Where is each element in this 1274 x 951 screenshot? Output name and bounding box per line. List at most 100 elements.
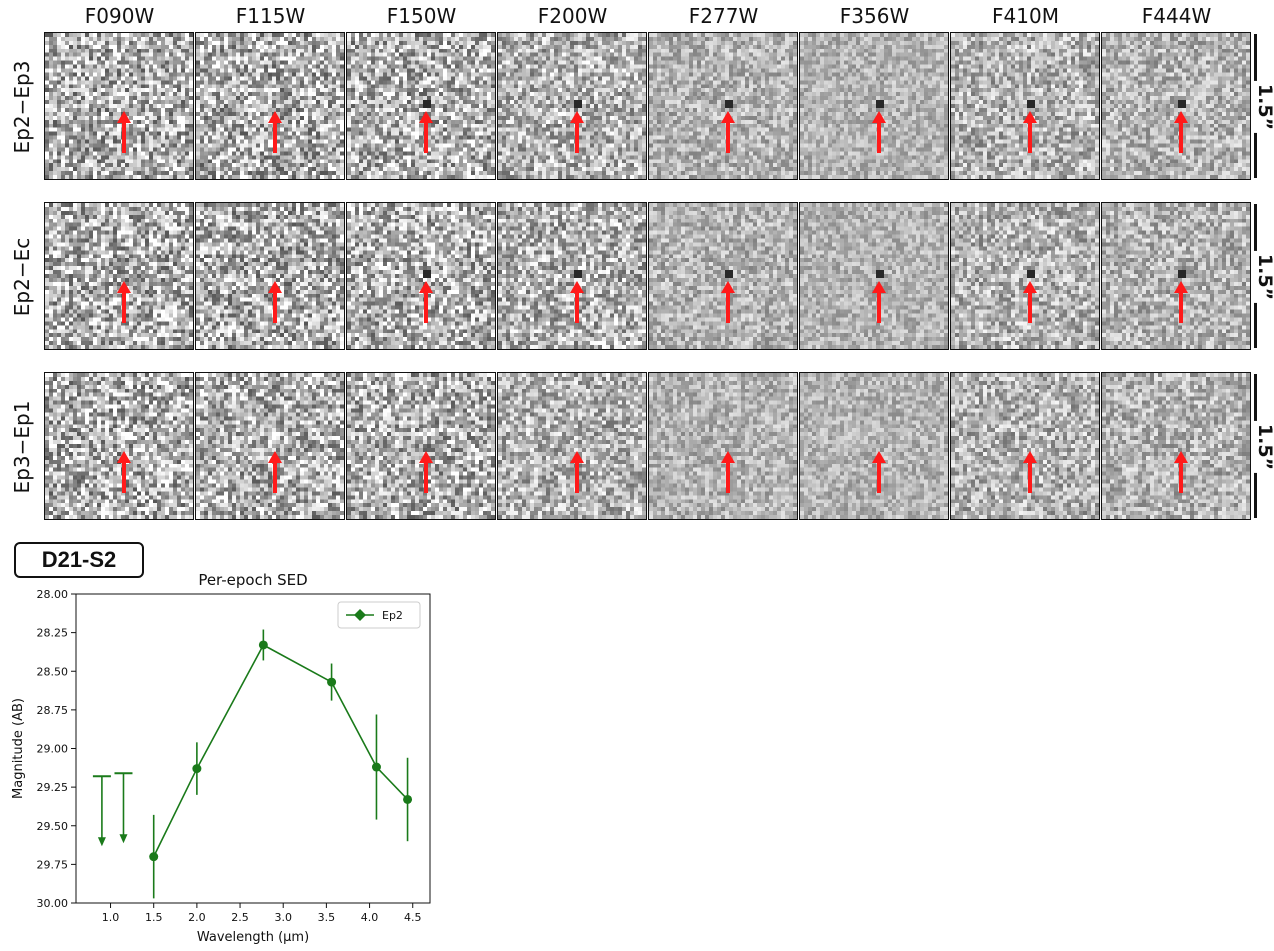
- series-line: [152, 643, 409, 858]
- upper-limit-arrow: [119, 834, 128, 844]
- data-point: [192, 764, 202, 774]
- arrow-overlay: [419, 111, 433, 153]
- filter-label: F444W: [1141, 4, 1212, 28]
- red-arrow-icon: [1174, 451, 1188, 493]
- noise-image: [951, 203, 1099, 349]
- x-tick-label: 4.5: [404, 911, 422, 924]
- y-axis-label: Magnitude (AB): [11, 698, 26, 799]
- difference-image: [648, 32, 798, 180]
- noise-image: [649, 33, 797, 179]
- difference-image: [1101, 32, 1251, 180]
- scale-bar: 1.5”: [1252, 372, 1274, 522]
- arrow-overlay: [1023, 281, 1037, 323]
- y-tick-label: 29.50: [37, 820, 69, 833]
- red-arrow-icon: [268, 281, 282, 323]
- row-label-text: Ep2−Ep3: [10, 60, 34, 154]
- x-tick-label: 2.0: [188, 911, 206, 924]
- noise-image: [1102, 33, 1250, 179]
- y-tick-label: 29.75: [37, 858, 69, 871]
- noise-image: [649, 373, 797, 519]
- noise-image: [45, 203, 193, 349]
- red-arrow-icon: [721, 111, 735, 153]
- row-label: Ep3−Ep1: [0, 372, 44, 522]
- arrow-overlay: [117, 111, 131, 153]
- y-tick-label: 28.00: [37, 588, 69, 601]
- difference-row: Ep2−Ep3: [10, 32, 1251, 182]
- difference-image: [497, 372, 647, 520]
- noise-image: [45, 373, 193, 519]
- difference-image: [346, 32, 496, 180]
- data-point: [149, 852, 159, 862]
- difference-image: [648, 202, 798, 350]
- y-tick-label: 29.00: [37, 743, 69, 756]
- difference-image: [799, 202, 949, 350]
- red-arrow-icon: [570, 111, 584, 153]
- difference-image: [950, 32, 1100, 180]
- difference-row: Ep2−Ec: [10, 202, 1251, 352]
- difference-image: [950, 372, 1100, 520]
- red-arrow-icon: [872, 451, 886, 493]
- filter-header: F090W F115W F150W F200W F277W F356W F410…: [44, 0, 1250, 30]
- row-label-text: Ep2−Ec: [10, 237, 34, 317]
- scale-bar-label: 1.5”: [1254, 250, 1274, 304]
- red-arrow-icon: [419, 451, 433, 493]
- noise-image: [45, 33, 193, 179]
- noise-image: [498, 33, 646, 179]
- noise-image: [951, 33, 1099, 179]
- arrow-overlay: [570, 111, 584, 153]
- red-arrow-icon: [1023, 281, 1037, 323]
- y-tick-label: 28.50: [37, 665, 69, 678]
- red-arrow-icon: [721, 281, 735, 323]
- difference-image: [346, 202, 496, 350]
- y-tick-label: 28.25: [37, 627, 69, 640]
- noise-image: [800, 373, 948, 519]
- y-tick-label: 28.75: [37, 704, 69, 717]
- noise-image: [196, 373, 344, 519]
- difference-image: [799, 372, 949, 520]
- difference-image: [44, 202, 194, 350]
- noise-image: [347, 33, 495, 179]
- red-arrow-icon: [570, 281, 584, 323]
- x-tick-label: 1.5: [145, 911, 163, 924]
- arrow-overlay: [117, 451, 131, 493]
- red-arrow-icon: [872, 281, 886, 323]
- y-tick-label: 30.00: [37, 897, 69, 910]
- scale-bar: 1.5”: [1252, 202, 1274, 352]
- red-arrow-icon: [1023, 451, 1037, 493]
- arrow-overlay: [1174, 281, 1188, 323]
- data-point: [258, 640, 268, 650]
- red-arrow-icon: [1174, 111, 1188, 153]
- arrow-overlay: [721, 451, 735, 493]
- row-label: Ep2−Ec: [0, 202, 44, 352]
- noise-image: [1102, 203, 1250, 349]
- x-axis-label: Wavelength (μm): [197, 930, 309, 945]
- difference-image: [195, 372, 345, 520]
- red-arrow-icon: [419, 281, 433, 323]
- filter-label: F115W: [235, 4, 306, 28]
- data-point: [327, 677, 337, 687]
- difference-image: [44, 372, 194, 520]
- arrow-overlay: [268, 111, 282, 153]
- filter-label: F150W: [386, 4, 457, 28]
- red-arrow-icon: [117, 451, 131, 493]
- noise-image: [649, 203, 797, 349]
- red-arrow-icon: [872, 111, 886, 153]
- source-name-box: D21-S2: [14, 542, 144, 578]
- x-tick-label: 4.0: [361, 911, 379, 924]
- arrow-overlay: [1174, 451, 1188, 493]
- arrow-overlay: [872, 111, 886, 153]
- legend-marker: [354, 609, 366, 621]
- difference-image: [44, 32, 194, 180]
- difference-image: [799, 32, 949, 180]
- filter-label: F200W: [537, 4, 608, 28]
- noise-image: [347, 373, 495, 519]
- noise-image: [196, 33, 344, 179]
- red-arrow-icon: [721, 451, 735, 493]
- legend-box: [337, 601, 421, 629]
- difference-image: [950, 202, 1100, 350]
- filter-label: F410M: [992, 4, 1059, 28]
- difference-image: [497, 32, 647, 180]
- red-arrow-icon: [117, 281, 131, 323]
- data-point: [403, 794, 413, 804]
- legend-label: Ep2: [382, 609, 403, 622]
